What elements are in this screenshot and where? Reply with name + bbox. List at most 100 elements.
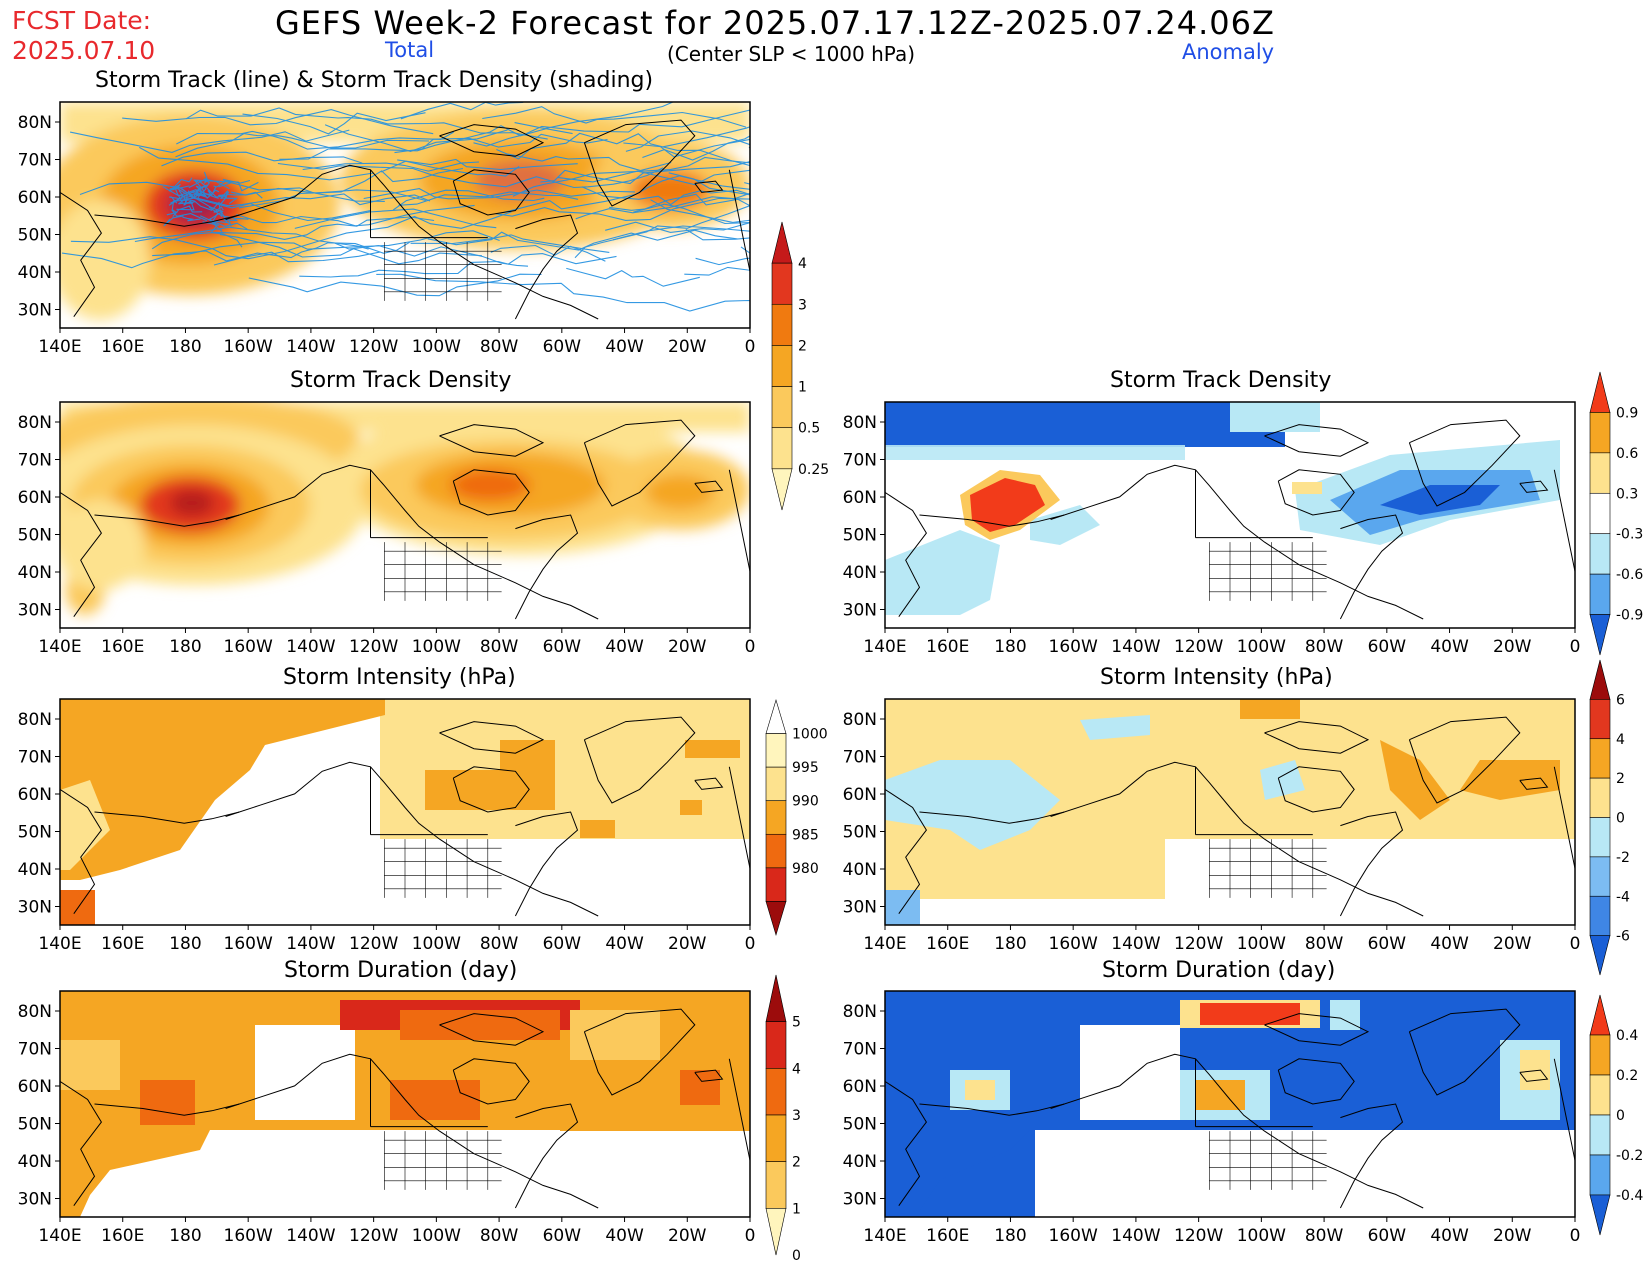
lat-tick-label: 70N: [18, 748, 52, 768]
lat-tick-label: 60N: [843, 1077, 877, 1097]
lon-tick-label: 100W: [412, 337, 461, 357]
lon-tick-label: 40W: [605, 1226, 644, 1246]
colorbar-tick-label: 0.2: [1616, 1068, 1638, 1084]
lon-tick-label: 0: [745, 934, 756, 954]
colorbar-tick-label: -4: [1616, 889, 1630, 905]
lat-tick-label: 80N: [18, 413, 52, 433]
colorbar-tick-label: -0.4: [1616, 1188, 1643, 1204]
lon-tick-label: 160E: [101, 337, 144, 357]
density-anom-map: [884, 401, 1576, 629]
colorbar-tick-label: -2: [1616, 850, 1630, 866]
duration-panel-title: Storm Duration (day): [284, 958, 518, 983]
lat-tick-label: 80N: [18, 113, 52, 133]
lon-tick-label: 60W: [1368, 934, 1407, 954]
colorbar-tick-label: -0.3: [1616, 527, 1643, 543]
lat-tick-label: 50N: [18, 1115, 52, 1135]
colorbar-tick-label: -6: [1616, 929, 1630, 945]
lat-tick-label: 80N: [18, 710, 52, 730]
lon-tick-label: 120W: [349, 934, 398, 954]
colorbar-tick-label: 0: [1616, 811, 1625, 827]
lon-tick-label: 180: [169, 637, 201, 657]
lon-tick-label: 140W: [286, 934, 335, 954]
colorbar-tick-label: 3: [798, 297, 807, 313]
lon-tick-label: 20W: [668, 934, 707, 954]
lat-tick-label: 50N: [18, 526, 52, 546]
lat-tick-label: 50N: [843, 823, 877, 843]
duration-anom-colorbar: 0.4 0.2 0 -0.2 -0.4: [1589, 994, 1643, 1236]
lon-tick-label: 20W: [1493, 1226, 1532, 1246]
colorbar-tick-label: -0.6: [1616, 567, 1643, 583]
lon-tick-label: 80W: [1305, 1226, 1344, 1246]
lat-tick-label: 70N: [843, 451, 877, 471]
lat-tick-label: 30N: [843, 1190, 877, 1210]
lon-tick-label: 120W: [349, 337, 398, 357]
lon-tick-label: 60W: [1368, 1226, 1407, 1246]
lat-tick-label: 50N: [843, 526, 877, 546]
lat-tick-label: 40N: [18, 263, 52, 283]
colorbar-tick-label: 4: [1616, 732, 1625, 748]
lon-tick-label: 80W: [1305, 637, 1344, 657]
lon-tick-label: 160E: [926, 934, 969, 954]
lon-tick-label: 20W: [668, 637, 707, 657]
lat-tick-label: 40N: [843, 860, 877, 880]
lon-tick-label: 140W: [286, 337, 335, 357]
lat-tick-label: 30N: [18, 898, 52, 918]
lon-tick-label: 160W: [1049, 934, 1098, 954]
subtitle: (Center SLP < 1000 hPa): [667, 42, 915, 66]
lon-tick-label: 60W: [543, 637, 582, 657]
lon-tick-label: 160E: [101, 1226, 144, 1246]
lon-tick-label: 40W: [605, 637, 644, 657]
intensity-map: [59, 698, 751, 926]
lat-tick-label: 30N: [18, 1190, 52, 1210]
colorbar-tick-label: 990: [792, 794, 819, 810]
lon-tick-label: 160E: [101, 934, 144, 954]
lon-tick-label: 40W: [1430, 934, 1469, 954]
intensity-anom-colorbar: 6 4 2 0 -2 -4 -6: [1589, 659, 1630, 976]
total-label: Total: [385, 38, 435, 62]
lon-tick-label: 180: [169, 337, 201, 357]
colorbar-tick-label: 2: [798, 338, 807, 354]
lat-tick-label: 80N: [843, 710, 877, 730]
lon-tick-label: 180: [994, 1226, 1026, 1246]
track-map: [59, 101, 751, 329]
intensity-anom-map: [884, 698, 1576, 926]
lat-tick-label: 80N: [843, 413, 877, 433]
lat-tick-label: 70N: [18, 451, 52, 471]
lon-tick-label: 120W: [1174, 934, 1223, 954]
lon-tick-label: 140E: [863, 934, 906, 954]
colorbar-tick-label: 6: [1616, 692, 1625, 708]
lon-tick-label: 160W: [224, 934, 273, 954]
track-panel-title: Storm Track (line) & Storm Track Density…: [95, 68, 654, 93]
lon-tick-label: 180: [169, 1226, 201, 1246]
colorbar-tick-label: -0.2: [1616, 1148, 1643, 1164]
lon-tick-label: 160W: [1049, 1226, 1098, 1246]
lon-tick-label: 80W: [480, 337, 519, 357]
lon-tick-label: 120W: [349, 1226, 398, 1246]
colorbar-tick-label: 1000: [792, 727, 828, 743]
intensity-total-colorbar: 1000 995 990 985 980: [765, 698, 828, 937]
colorbar-tick-label: 1: [792, 1201, 801, 1217]
lon-tick-label: 160W: [1049, 637, 1098, 657]
lon-tick-label: 180: [994, 637, 1026, 657]
lon-tick-label: 120W: [349, 637, 398, 657]
lat-tick-label: 30N: [843, 601, 877, 621]
lon-tick-label: 40W: [1430, 1226, 1469, 1246]
lon-tick-label: 100W: [1237, 637, 1286, 657]
lat-tick-label: 70N: [18, 1040, 52, 1060]
lat-tick-label: 40N: [18, 563, 52, 583]
intensity-anom-panel-title: Storm Intensity (hPa): [1100, 665, 1333, 690]
lon-tick-label: 40W: [1430, 637, 1469, 657]
lon-tick-label: 80W: [480, 1226, 519, 1246]
lon-tick-label: 100W: [412, 1226, 461, 1246]
lat-tick-label: 60N: [18, 1077, 52, 1097]
colorbar-tick-label: 0.9: [1616, 405, 1638, 421]
lon-tick-label: 160E: [101, 637, 144, 657]
lat-tick-label: 60N: [18, 488, 52, 508]
lon-tick-label: 20W: [668, 1226, 707, 1246]
colorbar-tick-label: 4: [798, 256, 807, 272]
density-total-colorbar: 4 3 2 1 0.5 0.25: [771, 221, 829, 511]
lon-tick-label: 0: [745, 337, 756, 357]
duration-anom-panel-title: Storm Duration (day): [1102, 958, 1336, 983]
lat-tick-label: 50N: [18, 823, 52, 843]
